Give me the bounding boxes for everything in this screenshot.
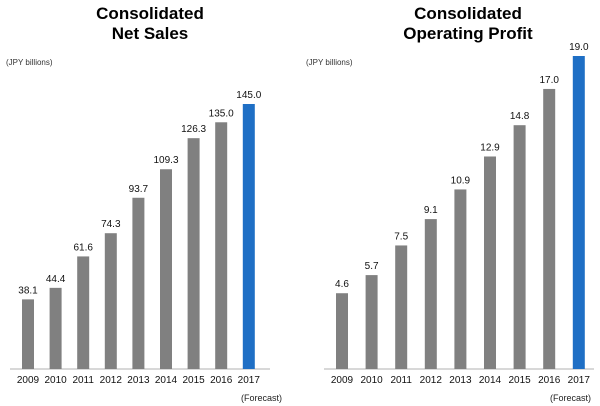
operating-profit-bar-2010 bbox=[365, 275, 378, 369]
net-sales-bar-2011 bbox=[77, 256, 90, 369]
net-sales-value-label-2011: 61.6 bbox=[73, 242, 93, 253]
net-sales-tick-label-2014: 2014 bbox=[155, 375, 178, 386]
net-sales-tick-label-2010: 2010 bbox=[44, 375, 67, 386]
operating-profit-title-line1: Consolidated bbox=[414, 4, 522, 23]
net-sales-bar-2014 bbox=[160, 169, 172, 369]
operating-profit-bar-2012 bbox=[424, 219, 437, 369]
operating-profit-value-label-2015: 14.8 bbox=[510, 111, 530, 122]
net-sales-bar-2013 bbox=[132, 197, 145, 369]
net-sales-bar-2015 bbox=[187, 138, 200, 369]
operating-profit-title-line2: Operating Profit bbox=[403, 24, 533, 43]
net-sales-tick-label-2011: 2011 bbox=[72, 375, 94, 386]
operating-profit-tick-label-2013: 2013 bbox=[449, 375, 472, 386]
operating-profit-tick-label-2009: 2009 bbox=[331, 375, 354, 386]
operating-profit-value-label-2010: 5.7 bbox=[365, 261, 379, 272]
net-sales-value-label-2012: 74.3 bbox=[101, 219, 121, 230]
net-sales-value-label-2010: 44.4 bbox=[46, 274, 66, 285]
operating-profit-value-label-2014: 12.9 bbox=[480, 142, 500, 153]
net-sales-title-line1: Consolidated bbox=[96, 4, 204, 23]
operating-profit-bar-2011 bbox=[395, 245, 408, 369]
operating-profit-bar-2017 bbox=[572, 56, 585, 369]
operating-profit-tick-label-2011: 2011 bbox=[390, 375, 412, 386]
operating-profit-value-label-2016: 17.0 bbox=[539, 75, 559, 86]
operating-profit-tick-label-2017: 2017 bbox=[568, 375, 591, 386]
operating-profit-tick-label-2016: 2016 bbox=[538, 375, 561, 386]
net-sales-bar-2017 bbox=[242, 104, 255, 369]
net-sales-chart: 38.1 2009 44.4 2010 61.6 2011 74.3 2012 93.7 2013… bbox=[10, 90, 270, 386]
operating-profit-value-label-2013: 10.9 bbox=[451, 175, 471, 186]
net-sales-bar-2016 bbox=[215, 122, 228, 369]
net-sales-tick-label-2013: 2013 bbox=[127, 375, 150, 386]
operating-profit-value-label-2009: 4.6 bbox=[335, 279, 349, 290]
net-sales-bar-2012 bbox=[104, 233, 117, 369]
operating-profit-bar-2015 bbox=[513, 125, 526, 369]
net-sales-tick-label-2017: 2017 bbox=[238, 375, 261, 386]
net-sales-value-label-2014: 109.3 bbox=[153, 155, 178, 166]
operating-profit-chart: 4.6 2009 5.7 2010 7.5 2011 9.1 2012 10.9 2013 12.9… bbox=[324, 42, 594, 386]
net-sales-value-label-2009: 38.1 bbox=[18, 285, 38, 296]
operating-profit-tick-label-2015: 2015 bbox=[508, 375, 531, 386]
net-sales-tick-label-2015: 2015 bbox=[182, 375, 205, 386]
net-sales-unit-label: (JPY billions) bbox=[6, 58, 53, 67]
operating-profit-tick-label-2012: 2012 bbox=[420, 375, 443, 386]
operating-profit-bar-2014 bbox=[484, 156, 496, 369]
operating-profit-value-label-2017: 19.0 bbox=[569, 42, 589, 53]
operating-profit-title: Consolidated Operating Profit bbox=[368, 4, 568, 44]
net-sales-tick-label-2012: 2012 bbox=[100, 375, 123, 386]
net-sales-value-label-2017: 145.0 bbox=[236, 90, 261, 101]
net-sales-value-label-2015: 126.3 bbox=[181, 124, 206, 135]
net-sales-value-label-2016: 135.0 bbox=[209, 108, 234, 119]
operating-profit-tick-label-2010: 2010 bbox=[360, 375, 383, 386]
net-sales-forecast-note: (Forecast) bbox=[241, 393, 283, 403]
operating-profit-tick-label-2014: 2014 bbox=[479, 375, 502, 386]
net-sales-title-line2: Net Sales bbox=[111, 24, 189, 43]
operating-profit-bar-2016 bbox=[543, 88, 556, 370]
operating-profit-unit-label: (JPY billions) bbox=[306, 58, 353, 67]
net-sales-tick-label-2009: 2009 bbox=[17, 375, 40, 386]
operating-profit-value-label-2011: 7.5 bbox=[394, 231, 408, 242]
net-sales-value-label-2013: 93.7 bbox=[129, 184, 149, 195]
operating-profit-value-label-2012: 9.1 bbox=[424, 205, 438, 216]
operating-profit-bar-2013 bbox=[454, 189, 467, 369]
net-sales-title: Consolidated Net Sales bbox=[50, 4, 250, 44]
operating-profit-forecast-note: (Forecast) bbox=[550, 393, 592, 403]
operating-profit-chart-panel: Consolidated Operating Profit (JPY billi… bbox=[300, 0, 600, 406]
operating-profit-bar-2009 bbox=[336, 293, 348, 369]
net-sales-chart-panel: Consolidated Net Sales (JPY billions) 38… bbox=[6, 4, 283, 403]
net-sales-bar-2009 bbox=[22, 299, 34, 369]
net-sales-bar-2010 bbox=[49, 287, 62, 369]
net-sales-tick-label-2016: 2016 bbox=[210, 375, 233, 386]
